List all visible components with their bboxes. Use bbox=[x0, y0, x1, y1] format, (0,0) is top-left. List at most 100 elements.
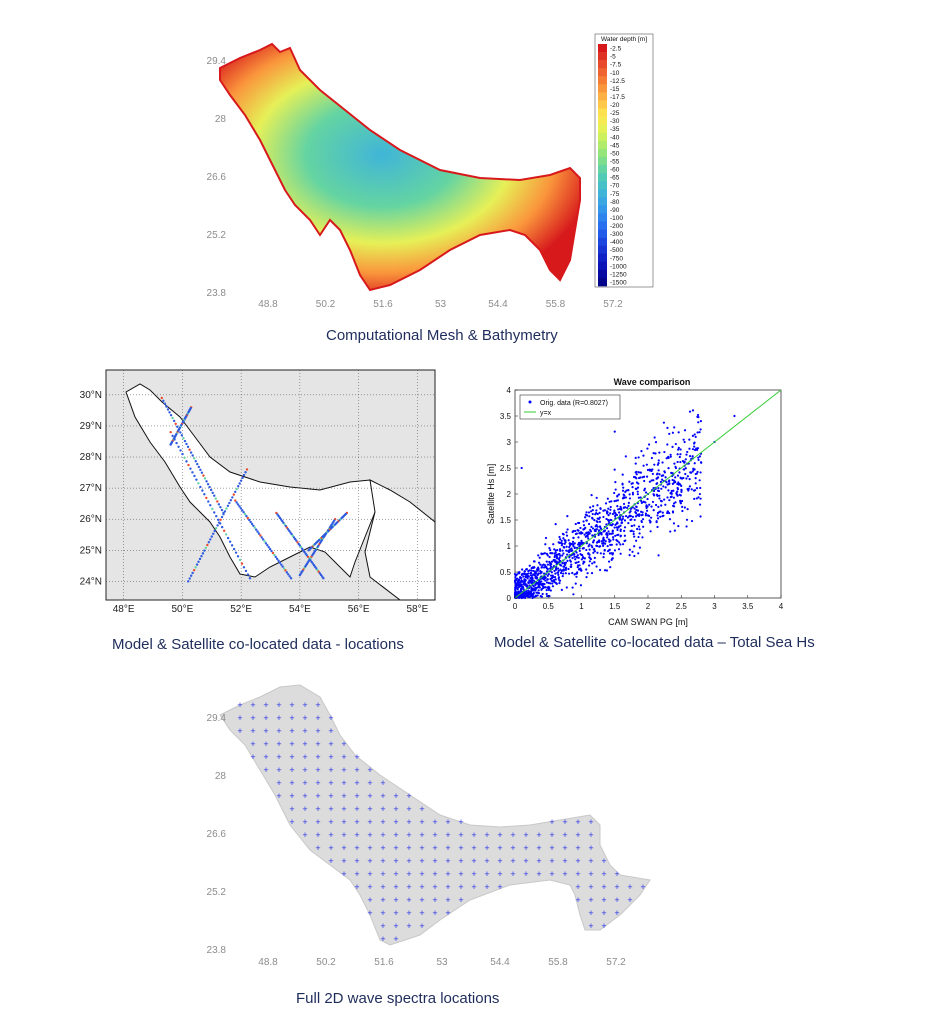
spectra-point: + bbox=[354, 869, 359, 879]
scatter-point bbox=[637, 496, 640, 499]
spectra-point: + bbox=[328, 726, 333, 736]
scatter-point bbox=[546, 563, 550, 566]
scatter-point bbox=[672, 505, 676, 508]
scatter-point bbox=[658, 451, 661, 454]
scatter-point bbox=[599, 526, 602, 529]
track-point bbox=[257, 532, 261, 535]
spectra-point: + bbox=[575, 843, 580, 853]
spectra-point: + bbox=[289, 765, 294, 775]
spectra-point: + bbox=[510, 830, 515, 840]
scatter-point bbox=[683, 440, 686, 444]
scatter-point bbox=[659, 515, 662, 518]
track-point bbox=[162, 399, 165, 403]
scatter-point bbox=[530, 588, 534, 591]
scatter-point bbox=[615, 513, 619, 517]
scatter-point bbox=[674, 465, 677, 469]
scatter-point bbox=[628, 554, 631, 557]
track-point bbox=[188, 448, 191, 451]
scatter-point bbox=[674, 442, 677, 446]
scatter-point bbox=[572, 529, 575, 533]
track-point bbox=[174, 422, 177, 426]
track-point bbox=[165, 405, 168, 408]
gulf-water bbox=[125, 383, 381, 578]
spectra-point: + bbox=[588, 908, 593, 918]
scatter-point bbox=[593, 519, 596, 522]
spectra-point: + bbox=[588, 843, 593, 853]
scatter-point bbox=[681, 505, 684, 509]
scatter-point bbox=[590, 525, 593, 528]
scatter-point bbox=[673, 529, 676, 532]
spectra-point: + bbox=[328, 804, 333, 814]
scatter-point bbox=[532, 579, 535, 582]
track-point bbox=[163, 402, 167, 405]
spectra-map: + + + + + + + + + + + + + + + + + + + + + + + + + + + + + + + + + + + + + + + +… bbox=[207, 684, 651, 968]
scatter-point bbox=[533, 571, 537, 575]
scatter-point bbox=[667, 480, 671, 483]
spectra-point: + bbox=[445, 817, 450, 827]
scatter-point bbox=[696, 447, 700, 450]
scatter-point bbox=[571, 549, 574, 552]
track-point bbox=[194, 460, 197, 463]
scatter-point bbox=[657, 489, 661, 493]
scatter-point bbox=[580, 558, 583, 561]
scatter-point bbox=[575, 555, 578, 558]
scatter-point bbox=[559, 538, 562, 541]
scatter-point bbox=[536, 566, 540, 569]
scatter-point bbox=[621, 515, 625, 518]
scatter-point bbox=[609, 543, 612, 546]
scatter-point bbox=[561, 549, 564, 552]
scatter-point bbox=[515, 578, 518, 582]
track-point bbox=[270, 549, 273, 553]
scatter-point bbox=[646, 514, 650, 517]
scatter-point bbox=[523, 572, 526, 575]
scatter-point bbox=[556, 567, 560, 570]
colorbar-swatch bbox=[598, 108, 607, 117]
scatter-point bbox=[567, 539, 570, 542]
scatter-point bbox=[564, 572, 567, 575]
colorbar-label: -1000 bbox=[610, 263, 627, 270]
scatter-point bbox=[559, 554, 562, 557]
scatter-point bbox=[618, 511, 621, 514]
spectra-point: + bbox=[588, 895, 593, 905]
scatter-point bbox=[621, 489, 625, 492]
scatter-point bbox=[520, 573, 523, 576]
scatter-point bbox=[631, 550, 634, 553]
scatter-point bbox=[602, 536, 605, 539]
spectra-point: + bbox=[432, 856, 437, 866]
track-point bbox=[264, 542, 268, 545]
spectra-point: + bbox=[263, 700, 268, 710]
spectra-point: + bbox=[380, 934, 385, 944]
bathymetry-map: 48.8 50.2 51.6 53 54.4 55.8 57.2 29.4 28 26.6 25.… bbox=[207, 33, 654, 310]
scatter-point bbox=[670, 491, 673, 494]
scatter-point bbox=[579, 526, 582, 530]
y-tick-label: 29.4 bbox=[207, 56, 227, 67]
scatter-point bbox=[558, 556, 561, 559]
x-tick-label: 3 bbox=[712, 602, 717, 611]
scatter-point bbox=[604, 542, 607, 545]
scatter-point bbox=[676, 486, 679, 490]
scatter-point bbox=[538, 556, 541, 559]
scatter-point bbox=[592, 541, 595, 544]
scatter-point bbox=[551, 574, 554, 577]
scatter-point bbox=[585, 548, 588, 552]
scatter-point bbox=[523, 592, 526, 595]
scatter-point bbox=[645, 509, 649, 512]
colorbar-swatch bbox=[598, 261, 607, 271]
scatter-point bbox=[628, 497, 632, 500]
scatter-point bbox=[633, 518, 636, 522]
colorbar-swatch bbox=[598, 156, 607, 166]
scatter-point bbox=[676, 490, 679, 493]
scatter-point bbox=[638, 513, 641, 516]
scatter-point bbox=[597, 529, 601, 532]
scatter-point bbox=[695, 497, 698, 500]
spectra-point: + bbox=[445, 843, 450, 853]
spectra-point: + bbox=[458, 843, 463, 853]
scatter-point bbox=[582, 556, 585, 560]
spectra-point: + bbox=[419, 895, 424, 905]
scatter-point bbox=[588, 560, 591, 563]
scatter-point bbox=[611, 552, 615, 555]
colorbar-label: -50 bbox=[610, 150, 620, 157]
spectra-point: + bbox=[289, 700, 294, 710]
scatter-point bbox=[663, 470, 666, 473]
spectra-point: + bbox=[458, 856, 463, 866]
